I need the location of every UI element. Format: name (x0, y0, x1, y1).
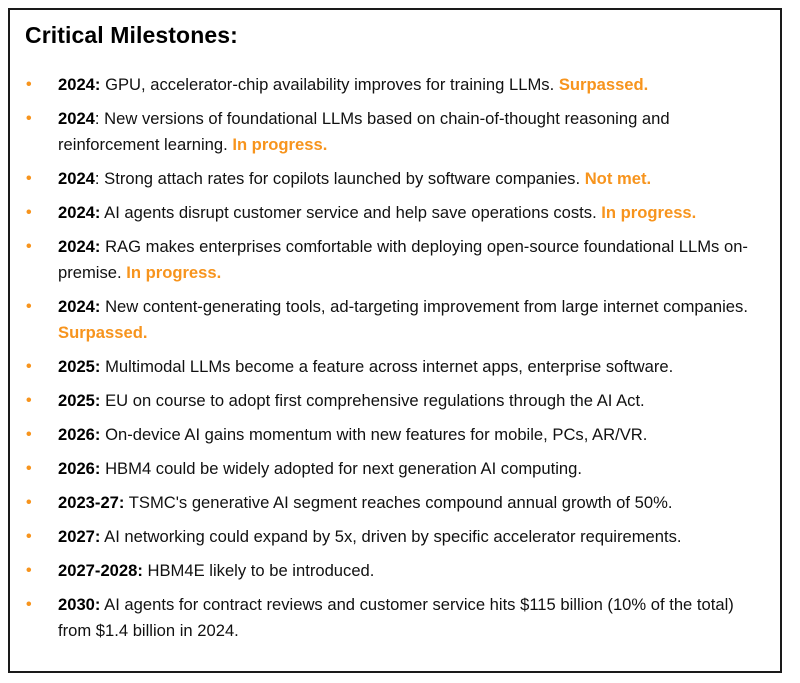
milestones-panel: Critical Milestones: • 2024: GPU, acceler… (8, 8, 782, 673)
milestone-description: New content-generating tools, ad-targeti… (100, 297, 748, 316)
milestone-item: • 2025: EU on course to adopt first compr… (25, 388, 770, 414)
bullet-icon: • (26, 596, 32, 613)
milestone-status: Surpassed. (558, 75, 649, 94)
milestone-item: • 2026: HBM4 could be widely adopted for … (25, 456, 770, 482)
milestone-description: : Strong attach rates for copilots launc… (94, 169, 585, 188)
milestone-year: 2026: (58, 459, 101, 478)
bullet-icon: • (26, 392, 32, 409)
milestone-year: 2024: (58, 203, 101, 222)
bullet-icon: • (26, 238, 32, 255)
milestone-description: HBM4 could be widely adopted for next ge… (100, 459, 582, 478)
bullet-icon: • (26, 110, 32, 127)
milestone-year: 2024 (58, 169, 95, 188)
bullet-icon: • (26, 358, 32, 375)
milestone-status: Surpassed. (58, 323, 148, 342)
milestone-item: • 2024: New content-generating tools, ad-… (25, 294, 770, 346)
milestone-list: • 2024: GPU, accelerator-chip availabilit… (25, 72, 770, 652)
milestone-item: • 2024: Strong attach rates for copilots … (25, 166, 770, 192)
milestone-description: Multimodal LLMs become a feature across … (100, 357, 674, 376)
bullet-icon: • (26, 494, 32, 511)
milestone-status: In progress. (126, 263, 222, 282)
milestone-item: • 2024: New versions of foundational LLMs… (25, 106, 770, 158)
milestone-status: In progress. (232, 135, 328, 154)
milestone-year: 2024: (58, 75, 101, 94)
bullet-icon: • (26, 528, 32, 545)
bullet-icon: • (26, 170, 32, 187)
milestone-description: AI networking could expand by 5x, driven… (100, 527, 682, 546)
panel-title: Critical Milestones: (25, 22, 238, 48)
milestone-item: • 2025: Multimodal LLMs become a feature … (25, 354, 770, 380)
milestone-year: 2024: (58, 297, 101, 316)
milestone-status: Not met. (584, 169, 652, 188)
milestone-description: On-device AI gains momentum with new fea… (100, 425, 648, 444)
milestone-item: • 2026: On-device AI gains momentum with … (25, 422, 770, 448)
bullet-icon: • (26, 562, 32, 579)
milestone-item: • 2024: AI agents disrupt customer servic… (25, 200, 770, 226)
milestone-description: RAG makes enterprises comfortable with d… (58, 237, 748, 282)
milestone-description: AI agents disrupt customer service and h… (100, 203, 602, 222)
milestone-year: 2026: (58, 425, 101, 444)
milestone-year: 2024: (58, 237, 101, 256)
milestone-year: 2025: (58, 357, 101, 376)
bullet-icon: • (26, 426, 32, 443)
milestone-year: 2025: (58, 391, 101, 410)
milestone-item: • 2030: AI agents for contract reviews an… (25, 592, 770, 644)
bullet-icon: • (26, 204, 32, 221)
milestone-description: TSMC's generative AI segment reaches com… (124, 493, 673, 512)
milestone-year: 2030: (58, 595, 101, 614)
milestone-description: GPU, accelerator-chip availability impro… (100, 75, 559, 94)
milestone-item: • 2027-2028: HBM4E likely to be introduce… (25, 558, 770, 584)
bullet-icon: • (26, 76, 32, 93)
milestone-item: • 2024: RAG makes enterprises comfortable… (25, 234, 770, 286)
milestone-item: • 2023-27: TSMC's generative AI segment r… (25, 490, 770, 516)
milestone-description: HBM4E likely to be introduced. (142, 561, 375, 580)
bullet-icon: • (26, 460, 32, 477)
milestone-item: • 2024: GPU, accelerator-chip availabilit… (25, 72, 770, 98)
milestone-description: AI agents for contract reviews and custo… (58, 595, 734, 640)
milestone-year: 2024 (58, 109, 95, 128)
milestone-year: 2023-27: (58, 493, 125, 512)
milestone-status: In progress. (601, 203, 697, 222)
milestone-description: : New versions of foundational LLMs base… (58, 109, 670, 154)
milestone-item: • 2027: AI networking could expand by 5x,… (25, 524, 770, 550)
bullet-icon: • (26, 298, 32, 315)
milestone-year: 2027-2028: (58, 561, 143, 580)
milestone-year: 2027: (58, 527, 101, 546)
milestone-description: EU on course to adopt first comprehensiv… (100, 391, 645, 410)
